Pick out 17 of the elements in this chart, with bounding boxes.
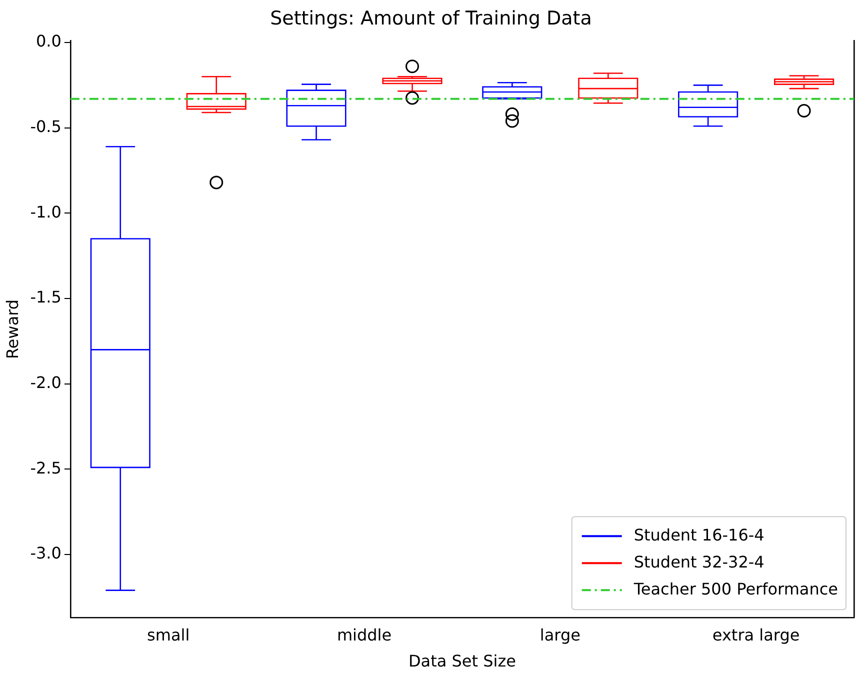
x-axis-title: Data Set Size [408, 652, 516, 671]
x-tick-label: small [147, 625, 190, 644]
y-tick-label: -2.5 [30, 458, 62, 478]
legend-label: Student 32-32-4 [634, 552, 764, 572]
legend-label: Student 16-16-4 [634, 525, 764, 544]
y-axis-title: Reward [2, 299, 22, 359]
legend-label: Teacher 500 Performance [632, 579, 838, 598]
y-tick-label: -1.0 [30, 202, 62, 222]
y-tick-label: -1.5 [30, 288, 62, 307]
y-tick-label: 0.0 [36, 32, 62, 51]
chart-title: Settings: Amount of Training Data [270, 7, 592, 30]
y-tick-label: -2.0 [30, 372, 62, 392]
x-tick-label: middle [336, 625, 392, 644]
x-tick-label: extra large [712, 625, 800, 644]
y-tick-label: -3.0 [30, 544, 62, 563]
x-tick-label: large [540, 625, 580, 644]
y-tick-label: -0.5 [30, 116, 62, 136]
